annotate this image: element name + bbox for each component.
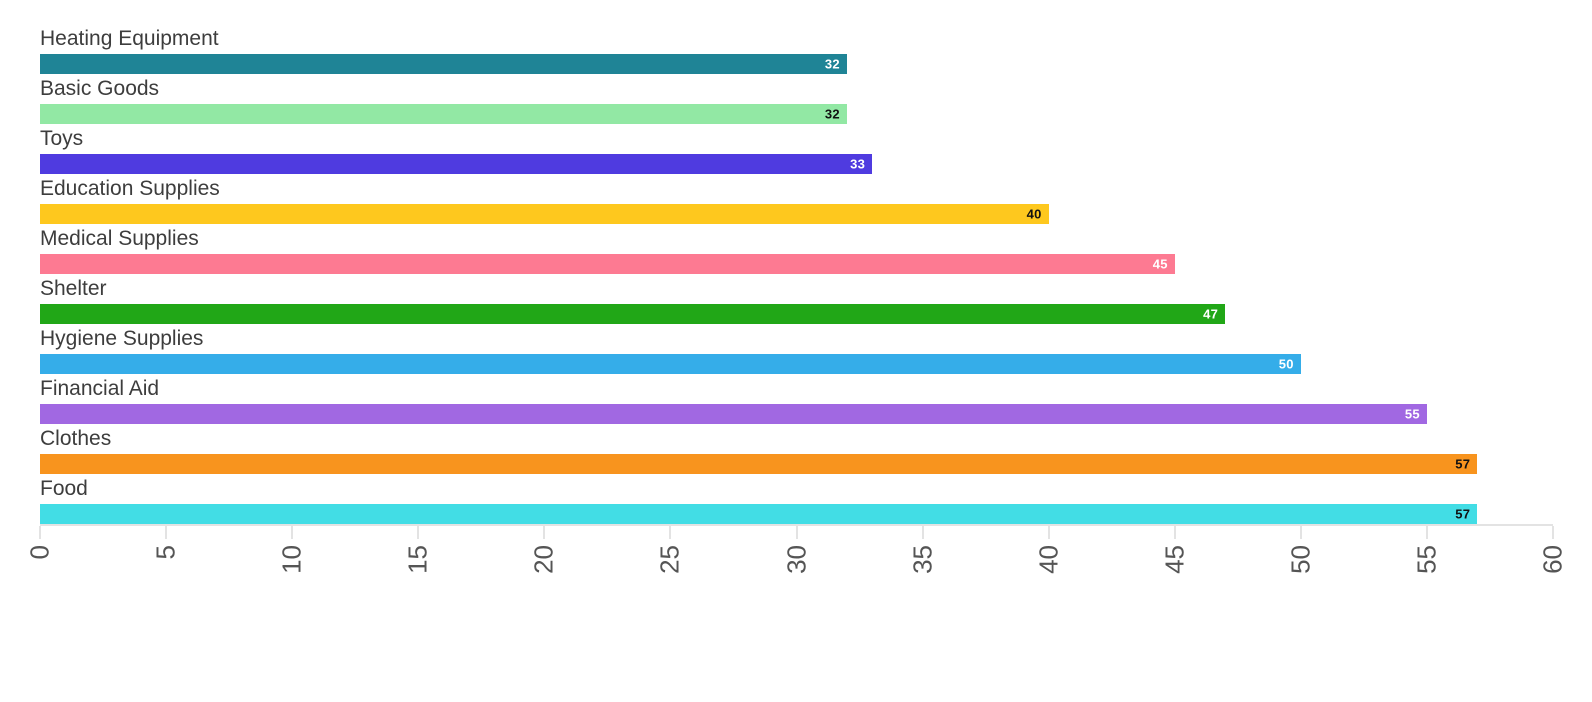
axis-tick-mark <box>291 526 294 539</box>
axis-tick-label: 35 <box>907 545 938 574</box>
axis-tick-mark <box>1299 526 1302 539</box>
axis-tick-mark <box>795 526 798 539</box>
bar: 47 <box>40 304 1226 324</box>
bar-row: Food 57 <box>40 474 1553 524</box>
bar-track: 40 <box>40 204 1553 224</box>
axis-tick-mark <box>417 526 420 539</box>
bar-track: 45 <box>40 254 1553 274</box>
bar: 45 <box>40 254 1175 274</box>
category-label: Basic Goods <box>40 77 160 100</box>
bar-value-label: 47 <box>1203 306 1219 322</box>
bar-track: 47 <box>40 304 1553 324</box>
bar: 57 <box>40 454 1478 474</box>
bar-value-label: 32 <box>824 106 840 122</box>
category-label: Education Supplies <box>40 177 220 200</box>
category-label: Toys <box>40 127 84 150</box>
bar-value-label: 55 <box>1404 406 1420 422</box>
bar-value-label: 45 <box>1152 256 1168 272</box>
category-label: Heating Equipment <box>40 27 219 50</box>
axis-tick-label: 20 <box>528 545 559 574</box>
bar-value-label: 32 <box>824 56 840 72</box>
axis-tick-label: 0 <box>24 545 55 560</box>
category-label: Hygiene Supplies <box>40 327 204 350</box>
bar-row: Hygiene Supplies 50 <box>40 324 1553 374</box>
bar: 40 <box>40 204 1049 224</box>
axis-tick-label: 25 <box>654 545 685 574</box>
x-axis: 0 5 10 15 20 25 30 35 40 45 50 55 60 <box>25 524 1568 616</box>
bar-row: Basic Goods 32 <box>40 74 1553 124</box>
axis-tick-mark <box>1552 526 1554 539</box>
bar: 33 <box>40 154 873 174</box>
bar-track: 33 <box>40 154 1553 174</box>
axis-tick-label: 55 <box>1411 545 1442 574</box>
bar-row: Shelter 47 <box>40 274 1553 324</box>
bar-track: 57 <box>40 454 1553 474</box>
bar-track: 57 <box>40 504 1553 524</box>
bar: 55 <box>40 404 1427 424</box>
bar-track: 32 <box>40 104 1553 124</box>
axis-tick-mark <box>921 526 924 539</box>
bar-row: Education Supplies 40 <box>40 174 1553 224</box>
chart-rows: Heating Equipment 32 Basic Goods 32 Toys 33 Ed… <box>40 24 1553 524</box>
bar: 50 <box>40 354 1301 374</box>
bar-chart: Heating Equipment 32 Basic Goods 32 Toys 33 Ed… <box>25 24 1568 616</box>
bar-track: 32 <box>40 54 1553 74</box>
axis-tick-label: 5 <box>150 545 181 560</box>
axis-tick-mark <box>39 526 41 539</box>
category-label: Clothes <box>40 427 112 450</box>
axis-tick-label: 10 <box>276 545 307 574</box>
axis-tick-label: 15 <box>402 545 433 574</box>
bar: 32 <box>40 54 847 74</box>
bar-value-label: 40 <box>1026 206 1042 222</box>
bar-row: Toys 33 <box>40 124 1553 174</box>
bar-value-label: 33 <box>850 156 866 172</box>
bar-row: Clothes 57 <box>40 424 1553 474</box>
axis-tick-mark <box>1047 526 1050 539</box>
bar: 57 <box>40 504 1478 524</box>
bar-track: 50 <box>40 354 1553 374</box>
category-label: Medical Supplies <box>40 227 199 250</box>
axis-tick-mark <box>1425 526 1428 539</box>
bar-value-label: 57 <box>1455 456 1471 472</box>
bar-value-label: 50 <box>1278 356 1294 372</box>
category-label: Financial Aid <box>40 377 160 400</box>
bar: 32 <box>40 104 847 124</box>
bar-row: Financial Aid 55 <box>40 374 1553 424</box>
bar-track: 55 <box>40 404 1553 424</box>
bar-row: Medical Supplies 45 <box>40 224 1553 274</box>
category-label: Shelter <box>40 277 107 300</box>
axis-tick-mark <box>1173 526 1176 539</box>
axis-tick-label: 60 <box>1537 545 1568 574</box>
axis-tick-label: 30 <box>781 545 811 574</box>
bar-value-label: 57 <box>1455 506 1471 522</box>
axis-tick-mark <box>165 526 168 539</box>
axis-tick-label: 45 <box>1159 545 1190 574</box>
axis-tick-label: 40 <box>1033 545 1064 574</box>
axis-tick-label: 50 <box>1285 545 1316 574</box>
axis-tick-mark <box>669 526 672 539</box>
axis-tick-mark <box>543 526 546 539</box>
category-label: Food <box>40 477 88 500</box>
bar-row: Heating Equipment 32 <box>40 24 1553 74</box>
